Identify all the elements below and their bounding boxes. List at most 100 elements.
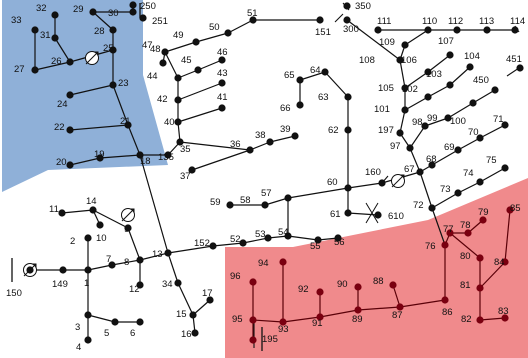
node-6 bbox=[136, 318, 144, 326]
line-57-58 bbox=[264, 197, 289, 206]
node-label-85: 85 bbox=[510, 203, 521, 214]
node-label-110: 110 bbox=[422, 16, 437, 27]
node-100 bbox=[469, 99, 477, 107]
node-label-103: 103 bbox=[426, 69, 442, 80]
node-label-42: 42 bbox=[157, 94, 168, 105]
node-48 bbox=[159, 59, 167, 67]
node-20 bbox=[66, 161, 74, 169]
node-77 bbox=[446, 229, 454, 237]
node-2 bbox=[84, 234, 92, 242]
node-label-46: 46 bbox=[217, 47, 228, 58]
node-label-99: 99 bbox=[427, 113, 438, 124]
node-12 bbox=[136, 281, 144, 289]
node-label-3: 3 bbox=[75, 322, 80, 333]
node-150 bbox=[26, 266, 34, 274]
line-89-91 bbox=[319, 309, 359, 318]
node-13 bbox=[164, 249, 172, 257]
line-18-21 bbox=[127, 124, 141, 156]
node-91 bbox=[316, 313, 324, 321]
node-1 bbox=[84, 266, 92, 274]
node-90 bbox=[354, 283, 362, 291]
node-33 bbox=[31, 26, 39, 34]
node-label-83: 83 bbox=[498, 306, 509, 317]
node-50 bbox=[224, 29, 232, 37]
node-label-23: 23 bbox=[118, 78, 129, 89]
node-72 bbox=[428, 204, 436, 212]
node-label-250: 250 bbox=[140, 1, 156, 12]
node-label-12: 12 bbox=[129, 284, 140, 295]
node-108 bbox=[396, 56, 404, 64]
line-105-106 bbox=[404, 71, 429, 89]
node-19 bbox=[96, 154, 104, 162]
line-197-101 bbox=[399, 109, 406, 134]
line-18-19 bbox=[99, 154, 141, 159]
node-197 bbox=[396, 129, 404, 137]
node-label-74: 74 bbox=[463, 168, 474, 179]
line-152-52 bbox=[212, 242, 244, 247]
node-label-14: 14 bbox=[86, 196, 97, 207]
node-label-38: 38 bbox=[255, 130, 266, 141]
line-91-93 bbox=[282, 316, 321, 323]
node-68 bbox=[428, 161, 436, 169]
line-97-98 bbox=[409, 125, 426, 149]
node-41 bbox=[218, 104, 226, 112]
node-98 bbox=[421, 122, 429, 130]
node-label-106: 106 bbox=[401, 55, 417, 66]
node-label-94: 94 bbox=[258, 258, 269, 269]
line-67-72 bbox=[419, 171, 433, 209]
node-37 bbox=[188, 166, 196, 174]
line-84-85 bbox=[504, 209, 511, 263]
node-29 bbox=[89, 8, 97, 16]
node-label-17: 17 bbox=[202, 288, 213, 299]
node-38 bbox=[266, 138, 274, 146]
node-label-28: 28 bbox=[94, 26, 105, 37]
node-label-150: 150 bbox=[6, 288, 22, 299]
node-label-80: 80 bbox=[460, 251, 471, 262]
node-label-6: 6 bbox=[130, 328, 135, 339]
node-label-54: 54 bbox=[278, 227, 289, 238]
node-66 bbox=[296, 101, 304, 109]
node-52 bbox=[239, 239, 247, 247]
node-label-101: 101 bbox=[374, 104, 390, 115]
line-87-88 bbox=[392, 284, 401, 308]
line-102-103 bbox=[427, 84, 451, 98]
blue-zone bbox=[2, 0, 168, 192]
node-35 bbox=[176, 138, 184, 146]
node-350 bbox=[343, 2, 351, 10]
line-47-49 bbox=[164, 41, 197, 53]
node-82 bbox=[476, 316, 484, 324]
node-27 bbox=[31, 66, 39, 74]
node-label-112: 112 bbox=[448, 16, 463, 27]
node-76 bbox=[441, 241, 449, 249]
node-label-71: 71 bbox=[493, 114, 504, 125]
node-label-65: 65 bbox=[284, 70, 295, 81]
node-label-30: 30 bbox=[108, 8, 119, 19]
node-9 bbox=[124, 224, 132, 232]
node-label-57: 57 bbox=[261, 188, 272, 199]
node-label-76: 76 bbox=[425, 241, 436, 252]
node-label-9: 9 bbox=[124, 224, 129, 235]
node-5 bbox=[111, 318, 119, 326]
node-104 bbox=[466, 63, 474, 71]
line-98-99 bbox=[424, 117, 449, 127]
node-111 bbox=[374, 26, 382, 34]
line-13-152 bbox=[167, 245, 214, 254]
line-64-65 bbox=[299, 71, 326, 81]
node-15 bbox=[189, 311, 197, 319]
line-99-100 bbox=[447, 102, 474, 119]
node-label-113: 113 bbox=[479, 16, 494, 27]
node-label-4: 4 bbox=[76, 342, 81, 353]
node-label-34: 34 bbox=[162, 279, 173, 290]
node-28 bbox=[109, 26, 117, 34]
node-label-114: 114 bbox=[510, 16, 525, 27]
line-77-80 bbox=[449, 232, 481, 259]
node-label-108: 108 bbox=[359, 55, 375, 66]
red-zone bbox=[225, 178, 528, 358]
line-74-75 bbox=[479, 167, 506, 183]
node-195 bbox=[249, 336, 257, 344]
node-451 bbox=[516, 64, 524, 72]
node-81 bbox=[476, 284, 484, 292]
node-label-41: 41 bbox=[217, 92, 228, 103]
line-34-15 bbox=[177, 282, 194, 316]
node-23 bbox=[109, 81, 117, 89]
